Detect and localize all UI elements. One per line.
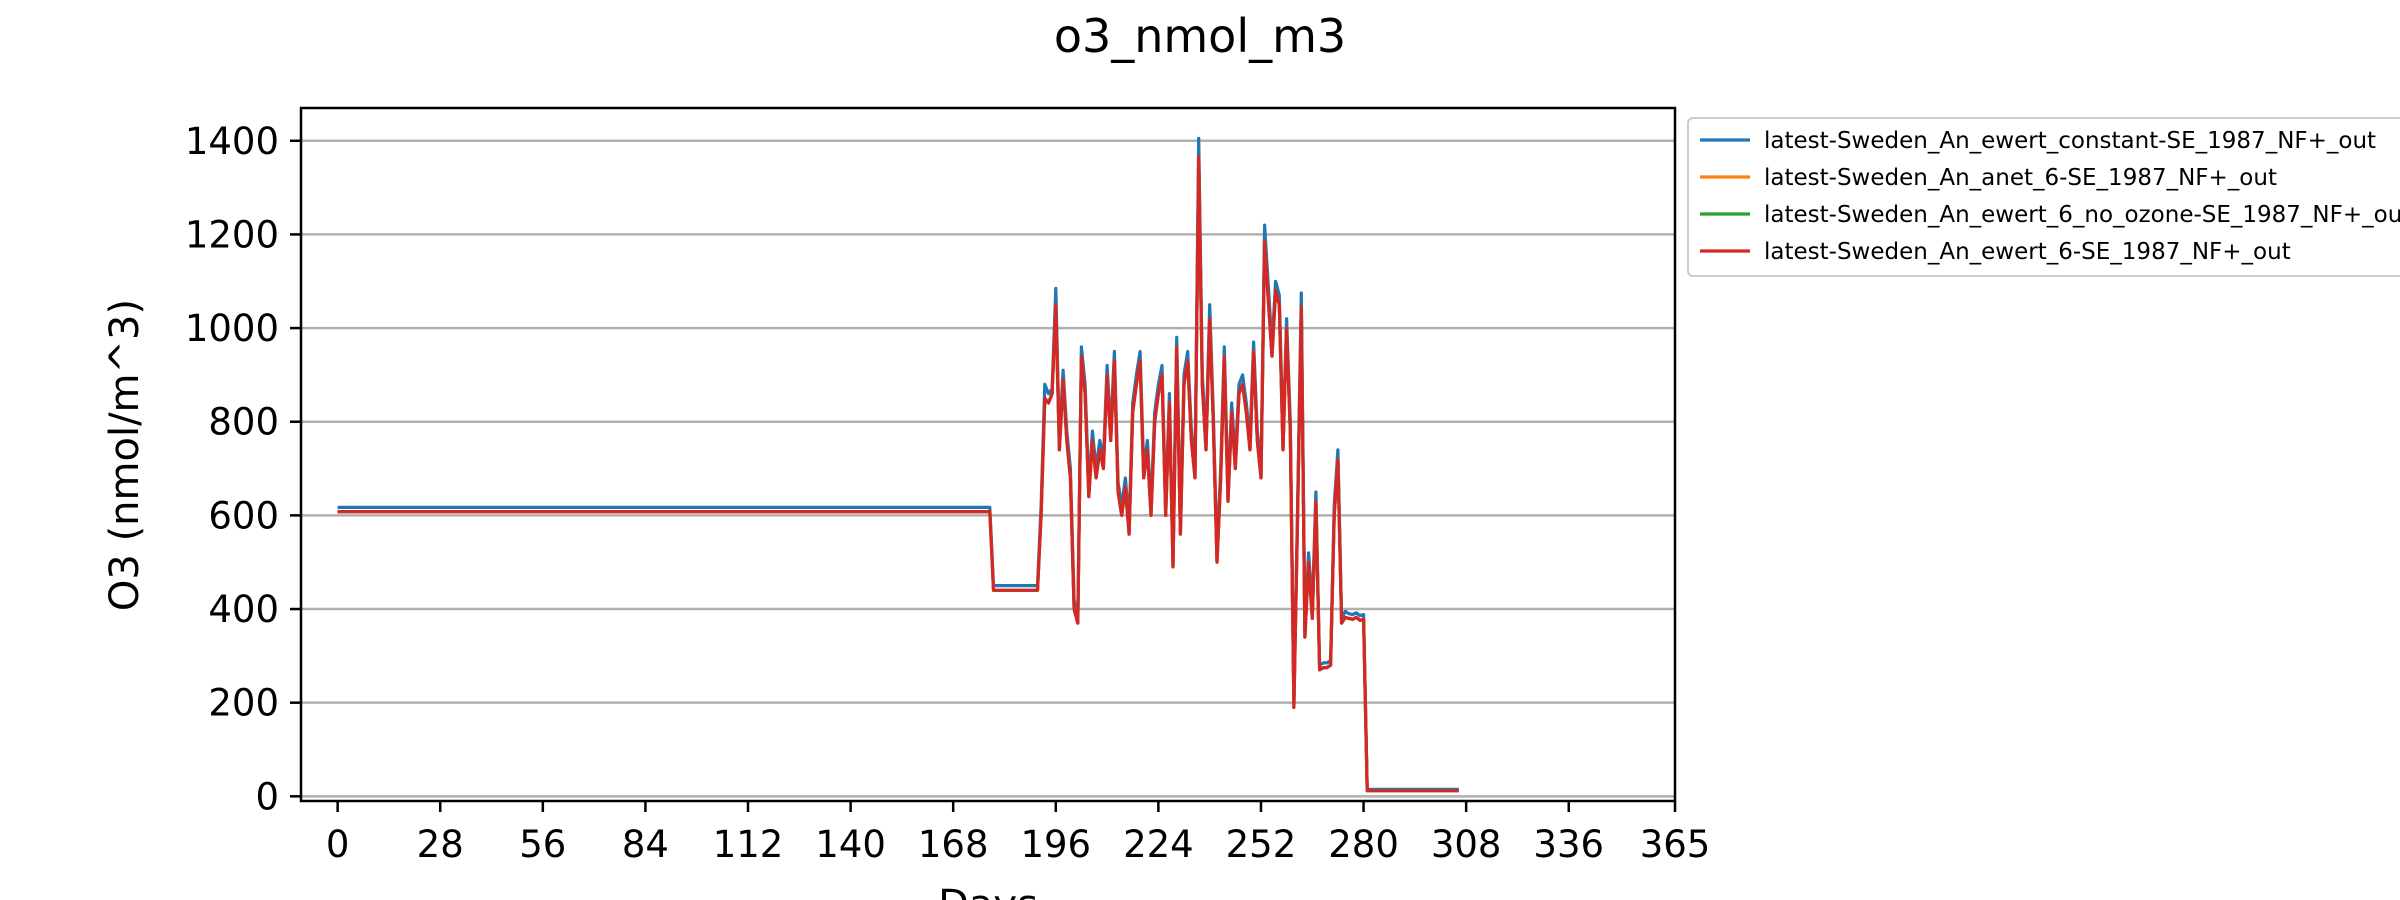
x-tick-label: 56 [519, 823, 566, 866]
y-tick-label: 1200 [185, 213, 279, 256]
y-tick-label: 1000 [185, 307, 279, 350]
y-axis-label: O3 (nmol/m^3) [102, 299, 148, 611]
y-tick-label: 800 [208, 401, 279, 444]
x-tick-label: 0 [326, 823, 350, 866]
x-tick-label: 365 [1640, 823, 1711, 866]
x-tick-label: 84 [622, 823, 669, 866]
x-tick-label: 140 [815, 823, 886, 866]
chart-title: o3_nmol_m3 [1054, 9, 1346, 63]
y-tick-label: 0 [255, 775, 279, 818]
legend-box [1687, 117, 2400, 277]
x-tick-label: 224 [1123, 823, 1194, 866]
series-line [337, 155, 1459, 793]
plot-frame [299, 106, 1677, 803]
legend-label: latest-Sweden_An_ewert_constant-SE_1987_… [1764, 128, 2376, 154]
x-tick-label: 252 [1226, 823, 1297, 866]
legend: latest-Sweden_An_ewert_constant-SE_1987_… [1687, 117, 2400, 277]
y-tick-label: 200 [208, 682, 279, 725]
y-tick-label: 600 [208, 494, 279, 537]
legend-label: latest-Sweden_An_ewert_6-SE_1987_NF+_out [1764, 239, 2291, 265]
x-axis-label: Days [938, 882, 1038, 900]
gridlines [301, 139, 1675, 798]
x-tick-label: 28 [417, 823, 464, 866]
x-axis-ticks: 0 28 56 84 112 140 168 196 224 252 280 308 336 365 [326, 801, 1710, 866]
x-tick-label: 336 [1533, 823, 1604, 866]
x-tick-label: 168 [918, 823, 989, 866]
x-tick-label: 280 [1328, 823, 1399, 866]
y-tick-label: 400 [208, 588, 279, 631]
legend-label: latest-Sweden_An_anet_6-SE_1987_NF+_out [1764, 165, 2277, 191]
y-tick-label: 1400 [185, 120, 279, 163]
x-tick-label: 308 [1431, 823, 1502, 866]
y-axis-ticks: 0 200 400 600 800 1000 1200 1400 [185, 120, 301, 818]
x-tick-label: 196 [1020, 823, 1091, 866]
series-lines [337, 136, 1459, 793]
x-tick-label: 112 [713, 823, 784, 866]
legend-label: latest-Sweden_An_ewert_6_no_ozone-SE_198… [1764, 202, 2400, 228]
